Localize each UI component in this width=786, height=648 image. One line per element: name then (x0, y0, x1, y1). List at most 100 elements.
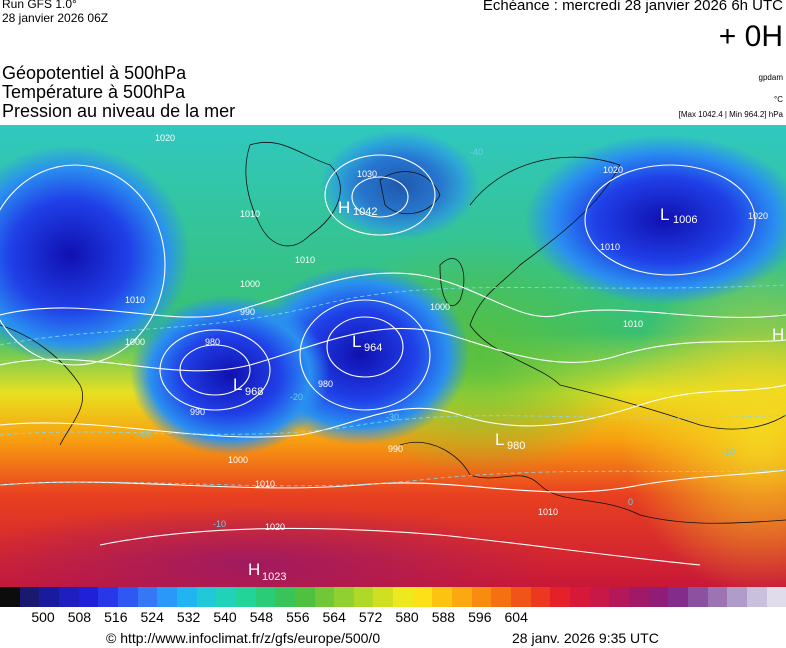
color-swatch (235, 587, 256, 607)
color-swatch (137, 587, 158, 607)
isotherm-minus20 (0, 414, 786, 436)
color-swatch (707, 587, 728, 607)
color-swatch (19, 587, 40, 607)
color-swatch (766, 587, 786, 607)
color-swatch (176, 587, 197, 607)
color-scale-tick: 508 (67, 609, 92, 625)
coast-greenland (245, 141, 341, 247)
color-swatch (117, 587, 138, 607)
isobar-980-central (299, 299, 431, 411)
color-swatch (294, 587, 315, 607)
isobar-label: 1000 (228, 455, 248, 465)
unit-geopotential: gpdam (758, 73, 783, 82)
color-swatch (668, 587, 688, 607)
color-scale-tick: 516 (104, 609, 128, 625)
source-credit[interactable]: © http://www.infoclimat.fr/z/gfs/europe/… (106, 630, 381, 646)
isotherm-minus10 (0, 469, 786, 487)
unit-temperature: °C (774, 95, 783, 104)
color-swatch (491, 587, 512, 607)
color-swatch (452, 587, 472, 607)
center-label-high: H (248, 560, 260, 579)
isobar-1010-northeast (584, 164, 756, 276)
color-swatch (39, 587, 59, 607)
isobar-label: 1000 (125, 337, 145, 347)
pressure-centres: H 1042 L 1006 L 964 L 968 L 980 H 1023 H (233, 198, 784, 583)
isobar-1010-mid (0, 327, 786, 372)
isobar-label: 1010 (295, 255, 315, 265)
color-swatch (0, 587, 20, 607)
isobar-970-west (179, 344, 251, 396)
center-label-low: L (495, 430, 504, 449)
center-value: 964 (364, 342, 382, 354)
isobar-1010-north (0, 272, 786, 318)
color-swatch (609, 587, 629, 607)
color-swatch (78, 587, 99, 607)
isobar-label: 1020 (265, 522, 285, 532)
isobar-label: 1020 (748, 211, 768, 221)
color-scale-tick: 596 (468, 609, 492, 625)
color-scale-tick: 540 (213, 609, 237, 625)
isobar-label: 1020 (603, 165, 623, 175)
color-scale-ticks: 500 508 516 524 532 540 548 556 564 572 580 588 596 6… (0, 609, 786, 627)
color-scale-tick: 588 (431, 609, 456, 625)
trough-north (320, 130, 480, 240)
isobar-label: 1010 (240, 209, 260, 219)
color-scale-tick: 604 (504, 609, 528, 625)
isotherm-minus30 (0, 284, 786, 346)
coast-iceland (379, 171, 441, 214)
param-temperature: Température à 500hPa (2, 82, 186, 102)
isobar-1020-south (0, 469, 786, 493)
color-scale-tick: 556 (286, 609, 310, 625)
isobar-label: 990 (240, 307, 255, 317)
coast-mediterranean (399, 441, 786, 524)
coast-britain (439, 258, 465, 307)
isobar-label: 990 (388, 444, 403, 454)
temperature-label: 0 (628, 497, 633, 507)
run-title: Run GFS 1.0° (2, 0, 77, 11)
color-swatch (393, 587, 413, 607)
color-swatch (530, 587, 551, 607)
color-swatch (511, 587, 531, 607)
color-swatch (412, 587, 433, 607)
isobar-label: 1020 (155, 133, 175, 143)
color-scale-tick: 500 (31, 609, 55, 625)
render-timestamp: 28 janv. 2026 9:35 UTC (512, 630, 659, 646)
isobar-label: 990 (190, 407, 205, 417)
color-scale-tick: 572 (358, 609, 383, 625)
temperature-label: -30 (386, 412, 399, 422)
trough-northwest (0, 145, 190, 365)
isobar-label: 1010 (255, 479, 275, 489)
center-value: 980 (507, 440, 525, 452)
isobar-1042-north (351, 176, 409, 218)
trough-west (130, 295, 330, 455)
color-swatch (353, 587, 374, 607)
isobar-label: 1030 (357, 169, 377, 179)
isobar-970-central (326, 316, 404, 378)
color-scale-tick: 524 (140, 609, 164, 625)
isobar-label: 1000 (240, 279, 260, 289)
color-scale-tick: 580 (395, 609, 419, 625)
color-swatch (314, 587, 335, 607)
isobar-label: 1010 (538, 507, 558, 517)
weather-map: H 1042 L 1006 L 964 L 968 L 980 H 1023 H… (0, 125, 786, 587)
color-swatch (570, 587, 590, 607)
temperature-label: -10 (722, 447, 735, 457)
isobar-label: 980 (205, 337, 220, 347)
color-swatch (629, 587, 649, 607)
temperature-label: -40 (470, 147, 483, 157)
center-label-high: H (338, 198, 350, 217)
isobar-label: 980 (318, 379, 333, 389)
center-value: 1006 (673, 214, 697, 226)
color-swatch (727, 587, 747, 607)
warm-field-east (620, 255, 786, 587)
isobar-label: 1000 (430, 302, 450, 312)
coast-scandinavia-europe (469, 156, 786, 430)
valid-time: Echéance : mercredi 28 janvier 2026 6h U… (482, 0, 783, 14)
color-scale-bar (0, 587, 786, 607)
forecast-offset: + 0H (718, 20, 783, 53)
center-label-low: L (660, 205, 669, 224)
pressure-range: [Max 1042.4 | Min 964.2] hPa (678, 110, 783, 119)
color-swatch (648, 587, 669, 607)
isobar-label: 1010 (623, 319, 643, 329)
isobar-northwest (0, 164, 166, 366)
